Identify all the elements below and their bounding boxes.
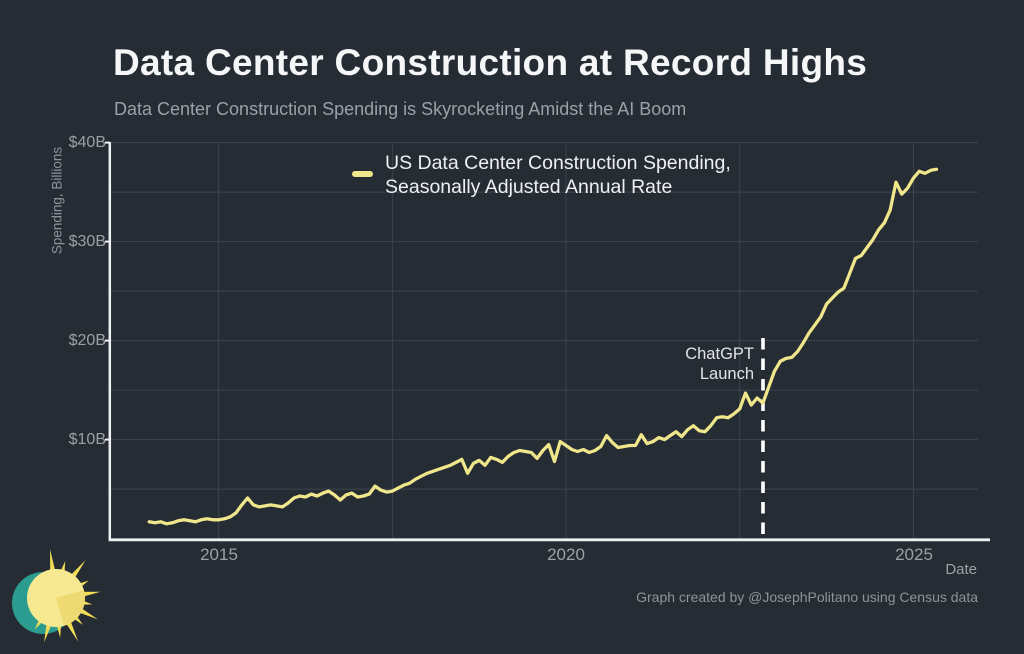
y-tick-20b: $20B: [68, 332, 106, 349]
y-tick-10b: $10B: [68, 431, 106, 448]
page-title: Data Center Construction at Record Highs: [113, 42, 868, 83]
y-tick-30b: $30B: [68, 233, 106, 250]
annotation-line1: ChatGPT: [685, 345, 754, 363]
legend-label-line1: US Data Center Construction Spending,: [385, 152, 731, 174]
credit-text: Graph created by @JosephPolitano using C…: [636, 589, 978, 605]
x-axis-label: Date: [945, 561, 977, 578]
legend-line-swatch: [352, 171, 373, 177]
chatgpt-launch-annotation: ChatGPT Launch: [685, 345, 754, 384]
x-tick-2025: 2025: [895, 545, 933, 564]
y-tick-40b: $40B: [68, 134, 106, 151]
sun-disc-shade-wedge: [56, 590, 86, 626]
x-tick-2015: 2015: [200, 545, 238, 564]
legend-label-line2: Seasonally Adjusted Annual Rate: [385, 175, 673, 198]
x-tick-2020: 2020: [547, 545, 585, 564]
annotation-line2: Launch: [699, 364, 754, 383]
data-line-series: [147, 167, 939, 526]
y-axis-label: Spending, Billions: [49, 146, 65, 255]
sun-logo: [12, 549, 101, 643]
chart-subtitle: Data Center Construction Spending is Sky…: [114, 99, 687, 119]
legend-label: US Data Center Construction Spending, Se…: [385, 152, 731, 199]
